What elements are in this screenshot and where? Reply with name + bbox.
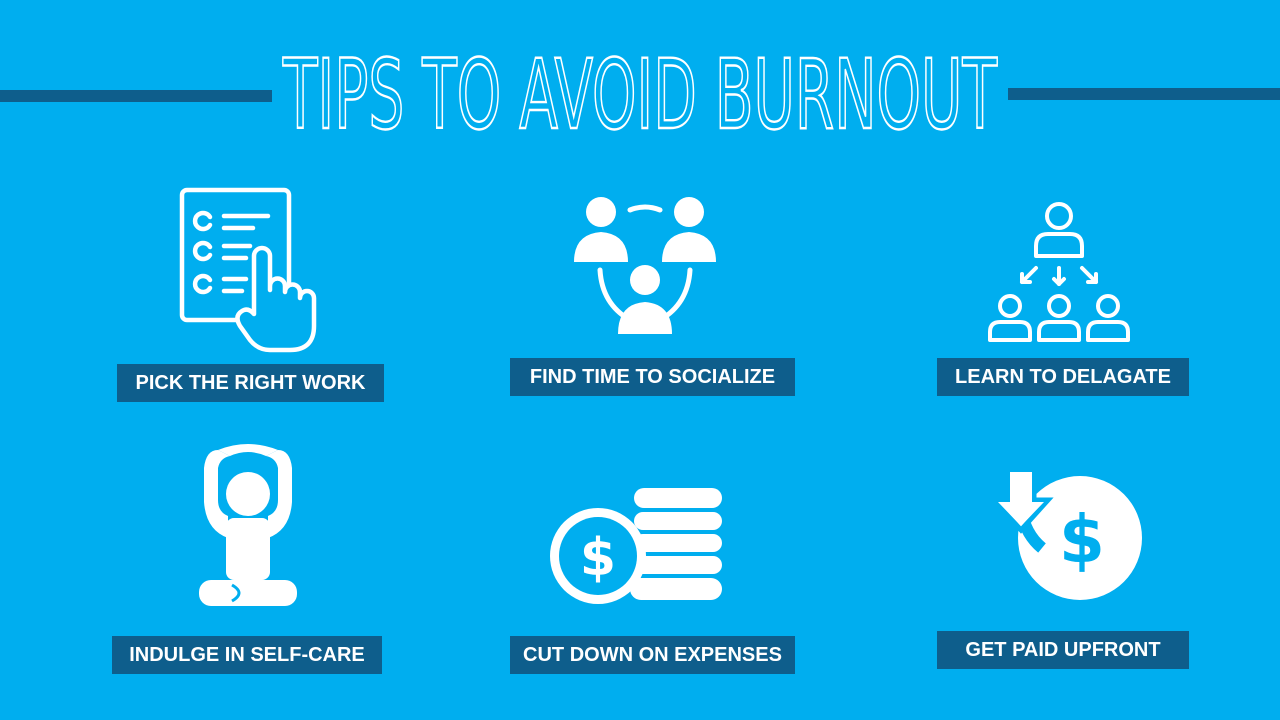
svg-text:$: $ bbox=[1059, 501, 1105, 578]
page-title-text: TIPS TO AVOID BURNOUT bbox=[282, 44, 997, 144]
coin-stack-icon: $ bbox=[550, 488, 724, 606]
tip-label-socialize: FIND TIME TO SOCIALIZE bbox=[510, 358, 795, 396]
svg-text:$: $ bbox=[580, 528, 616, 588]
tip-label-self-care: INDULGE IN SELF-CARE bbox=[112, 636, 382, 674]
title-rule-left bbox=[0, 90, 272, 102]
yoga-meditation-icon bbox=[196, 440, 300, 610]
tip-label-pick-right-work: PICK THE RIGHT WORK bbox=[117, 364, 384, 402]
dollar-arrow-icon: $ bbox=[988, 467, 1144, 604]
people-circle-icon bbox=[570, 192, 720, 340]
delegate-hierarchy-icon bbox=[986, 202, 1134, 344]
checklist-hand-icon bbox=[178, 186, 318, 356]
page-title: TIPS TO AVOID BURNOUT bbox=[274, 44, 1006, 144]
tip-label-delegate: LEARN TO DELAGATE bbox=[937, 358, 1189, 396]
title-rule-right bbox=[1008, 88, 1280, 100]
tip-label-expenses: CUT DOWN ON EXPENSES bbox=[510, 636, 795, 674]
tip-label-paid-upfront: GET PAID UPFRONT bbox=[937, 631, 1189, 669]
